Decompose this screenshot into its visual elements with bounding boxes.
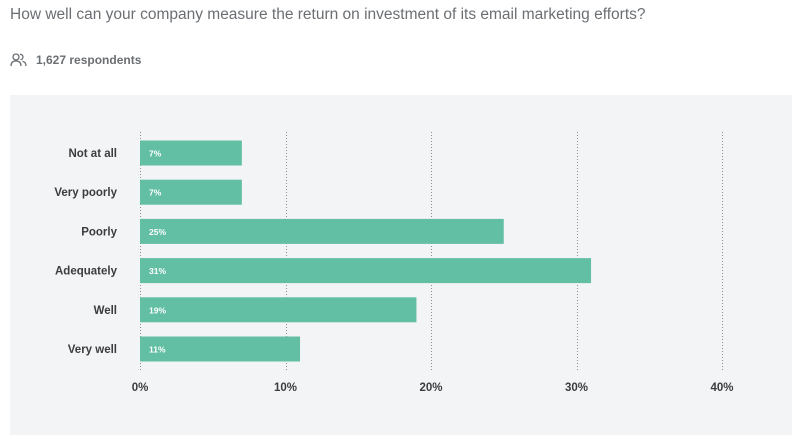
bar-data-label: 7% (149, 188, 162, 198)
bar (140, 336, 301, 362)
bar (140, 140, 242, 166)
bar-data-label: 19% (149, 305, 166, 315)
bar (140, 179, 242, 205)
bar-chart: 0% 10% 20% 30% 40% Not at all 7% Very poorly 7% P… (54, 132, 734, 394)
category-label: Poorly (81, 226, 117, 238)
bar (140, 218, 504, 244)
bar-data-label: 25% (149, 227, 166, 237)
x-tick-label: 30% (565, 382, 588, 394)
chart-panel: 0% 10% 20% 30% 40% Not at all 7% Very poorly 7% P… (10, 95, 792, 435)
bar-data-label: 7% (149, 149, 162, 159)
category-label: Adequately (55, 266, 118, 278)
question-title: How well can your company measure the re… (10, 6, 646, 23)
respondents-count: 1,627 respondents (10, 53, 141, 67)
bar-data-label: 31% (149, 266, 166, 276)
people-icon (10, 53, 28, 67)
bar-data-label: 11% (149, 345, 166, 355)
x-tick-label: 20% (419, 382, 442, 394)
category-label: Very poorly (54, 187, 117, 199)
x-tick-label: 0% (132, 382, 149, 394)
category-label: Not at all (68, 148, 117, 160)
category-label: Well (94, 305, 117, 317)
x-tick-label: 10% (274, 382, 297, 394)
bar (140, 297, 417, 323)
x-tick-label: 40% (710, 382, 733, 394)
respondents-text: 1,627 respondents (36, 53, 142, 67)
bar (140, 258, 592, 284)
category-label: Very well (68, 344, 117, 356)
